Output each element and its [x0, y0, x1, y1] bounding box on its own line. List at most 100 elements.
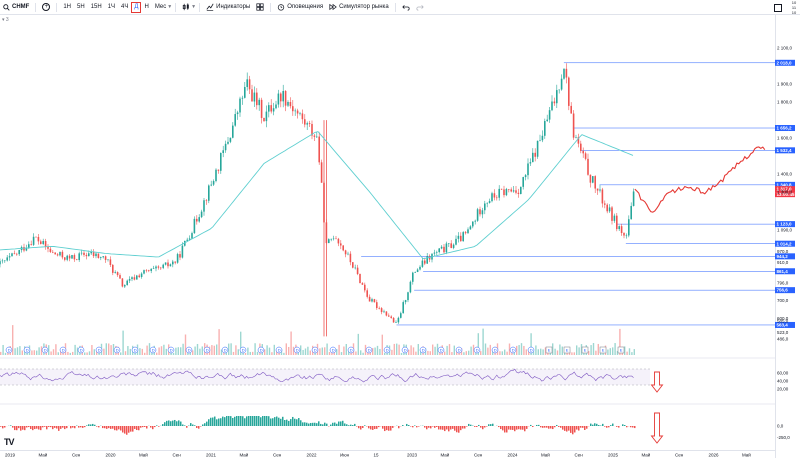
price-scale[interactable] — [775, 15, 800, 458]
fullscreen-button[interactable] — [774, 3, 782, 12]
dividend-marker — [365, 346, 373, 354]
time-tick: 2020 — [106, 453, 117, 458]
add-symbol-button[interactable]: + — [39, 0, 53, 15]
volume-bar — [230, 343, 232, 355]
chart-type-button[interactable] — [179, 0, 193, 15]
toolbar-divider — [175, 2, 177, 12]
macd-bar — [278, 417, 280, 426]
candle-body — [563, 68, 565, 79]
volume-bar — [74, 344, 76, 355]
macd-bar — [308, 423, 310, 426]
candle-body — [59, 251, 61, 256]
macd-bar — [270, 418, 272, 426]
macd-bar — [350, 424, 352, 426]
macd-bar — [226, 416, 228, 426]
candle-body — [131, 277, 133, 280]
marker-letter: E — [548, 348, 551, 353]
marker-letter: D — [206, 348, 209, 353]
candle-body — [448, 243, 450, 244]
volume-bar — [494, 351, 496, 355]
earnings-marker — [617, 346, 625, 354]
macd-bar — [590, 423, 592, 426]
volume-bar — [194, 346, 196, 355]
macd-bar — [202, 424, 204, 426]
candle-body — [376, 302, 378, 309]
macd-bar — [322, 424, 324, 426]
macd-bar — [530, 424, 532, 426]
volume-bar — [357, 333, 359, 355]
layout-counter[interactable]: 10 11 10 — [788, 0, 800, 15]
interval-1h[interactable]: 1Ч — [107, 4, 116, 10]
chevron-down-icon[interactable]: ▼ — [167, 4, 173, 10]
time-axis[interactable] — [0, 450, 775, 458]
interval-week[interactable]: Н — [144, 4, 149, 10]
candle-body — [205, 200, 208, 201]
candle-body — [594, 176, 596, 189]
candle-body — [248, 79, 251, 90]
volume-bar — [628, 348, 631, 355]
macd-bar — [174, 419, 176, 426]
undo-button[interactable] — [399, 0, 413, 15]
candle-body — [613, 215, 616, 221]
candle-body — [589, 174, 592, 183]
tradingview-logo[interactable]: TV — [4, 437, 14, 447]
interval-1m[interactable]: 1Н — [63, 4, 72, 10]
redo-button[interactable] — [413, 0, 427, 15]
macd-bar — [416, 426, 418, 428]
indicators-button[interactable]: Индикаторы — [203, 0, 253, 15]
macd-bar — [522, 426, 524, 430]
interval-day[interactable]: Д — [131, 1, 142, 13]
alerts-button[interactable]: Оповещения — [274, 0, 326, 15]
dividend-marker — [491, 346, 499, 354]
candle-body — [522, 177, 524, 187]
candle-body — [200, 211, 203, 218]
volume-bar — [480, 351, 482, 355]
candle-body — [246, 79, 248, 88]
replay-button[interactable]: Симулятор рынка — [326, 0, 392, 15]
candle-body — [438, 248, 440, 253]
interval-4h[interactable]: 4Ч — [121, 4, 129, 10]
candle-body — [532, 152, 534, 163]
volume-bar — [300, 345, 302, 355]
macd-bar — [392, 426, 394, 428]
macd-bar — [612, 423, 614, 426]
support-resistance-levels — [361, 62, 775, 326]
legend-collapse-toggle[interactable]: ▾ 3 — [2, 17, 9, 23]
interval-15m[interactable]: 15Н — [90, 4, 102, 10]
layout-button[interactable] — [253, 0, 267, 15]
candle-body — [13, 253, 16, 254]
interval-month[interactable]: Мес — [154, 4, 167, 10]
time-tick: Сен — [173, 453, 182, 458]
candle-body — [287, 102, 289, 106]
volume-bar — [0, 351, 2, 355]
marker-letter: D — [530, 348, 533, 353]
macd-bar — [222, 416, 224, 426]
interval-5m[interactable]: 5Н — [77, 4, 85, 10]
macd-bar — [482, 426, 484, 430]
price-tick: 970,0 — [777, 249, 789, 254]
macd-bar — [516, 426, 518, 430]
candle-body — [500, 188, 503, 190]
candle-body — [616, 215, 618, 230]
candle-body — [56, 254, 59, 256]
earnings-marker — [581, 346, 589, 354]
time-tick: 2022 — [307, 453, 318, 458]
volume-bar — [573, 352, 575, 355]
candle-body — [587, 158, 589, 175]
volume-bar — [398, 344, 400, 355]
chevron-down-icon[interactable]: ▼ — [191, 4, 197, 10]
indicators-label: Индикаторы — [216, 4, 251, 10]
top-toolbar: CHMF + 1Н 5Н 15Н 1Ч 4Ч Д Н Мес ▼ ▼ Индик… — [0, 0, 800, 15]
macd-bar — [274, 417, 276, 426]
macd-bar — [310, 422, 312, 426]
candle-body — [148, 270, 150, 271]
level-label: 944,2 — [777, 254, 789, 259]
candle-body — [258, 99, 260, 106]
volume-bar — [518, 345, 520, 355]
level-label-bg — [775, 186, 795, 193]
macd-bar — [220, 418, 222, 426]
volume-bar — [520, 343, 523, 355]
candle-body — [203, 200, 205, 212]
symbol-search[interactable]: CHMF — [0, 0, 32, 15]
